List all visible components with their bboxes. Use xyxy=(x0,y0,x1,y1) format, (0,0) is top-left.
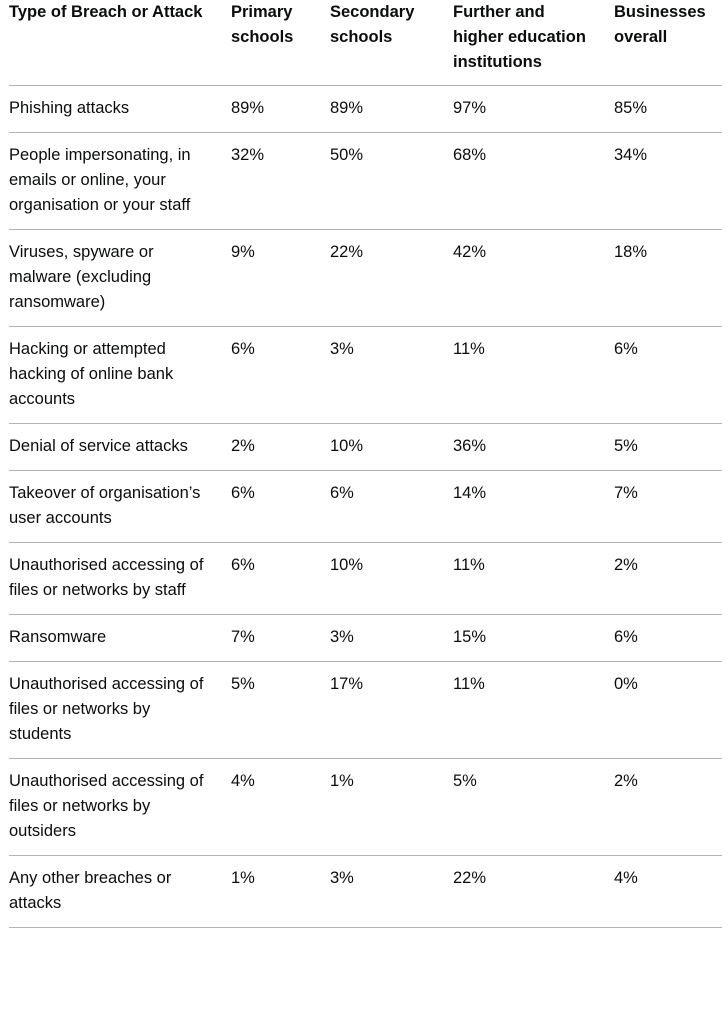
value-cell: 18% xyxy=(614,229,722,327)
value-cell: 89% xyxy=(231,85,330,133)
value-cell: 1% xyxy=(231,855,330,928)
value-cell: 5% xyxy=(453,758,614,856)
value-cell: 2% xyxy=(614,758,722,856)
value-cell: 7% xyxy=(614,470,722,543)
value-cell: 2% xyxy=(231,423,330,471)
table-row: Hacking or attempted hacking of online b… xyxy=(9,326,722,424)
value-cell: 0% xyxy=(614,661,722,759)
value-cell: 11% xyxy=(453,542,614,615)
value-cell: 11% xyxy=(453,326,614,424)
header-cell: Further and higher education institution… xyxy=(453,0,614,86)
value-cell: 9% xyxy=(231,229,330,327)
value-cell: 6% xyxy=(231,326,330,424)
row-label: Unauthorised accessing of files or netwo… xyxy=(9,661,231,759)
table-row: Ransomware 7% 3% 15% 6% xyxy=(9,614,722,662)
row-label: Unauthorised accessing of files or netwo… xyxy=(9,758,231,856)
value-cell: 97% xyxy=(453,85,614,133)
row-label: People impersonating, in emails or onlin… xyxy=(9,132,231,230)
row-label: Ransomware xyxy=(9,614,231,662)
value-cell: 3% xyxy=(330,855,453,928)
header-cell: Primary schools xyxy=(231,0,330,86)
value-cell: 4% xyxy=(231,758,330,856)
row-label: Any other breaches or attacks xyxy=(9,855,231,928)
table-row: Phishing attacks 89% 89% 97% 85% xyxy=(9,85,722,133)
value-cell: 89% xyxy=(330,85,453,133)
value-cell: 14% xyxy=(453,470,614,543)
row-label: Phishing attacks xyxy=(9,85,231,133)
value-cell: 3% xyxy=(330,326,453,424)
table-row: People impersonating, in emails or onlin… xyxy=(9,132,722,230)
value-cell: 10% xyxy=(330,542,453,615)
breach-table: Type of Breach or Attack Primary schools S… xyxy=(9,0,722,928)
value-cell: 42% xyxy=(453,229,614,327)
row-label: Viruses, spyware or malware (excluding r… xyxy=(9,229,231,327)
value-cell: 5% xyxy=(231,661,330,759)
value-cell: 15% xyxy=(453,614,614,662)
row-label: Denial of service attacks xyxy=(9,423,231,471)
value-cell: 85% xyxy=(614,85,722,133)
value-cell: 36% xyxy=(453,423,614,471)
table-row: Viruses, spyware or malware (excluding r… xyxy=(9,229,722,327)
row-label: Unauthorised accessing of files or netwo… xyxy=(9,542,231,615)
value-cell: 1% xyxy=(330,758,453,856)
value-cell: 7% xyxy=(231,614,330,662)
value-cell: 22% xyxy=(453,855,614,928)
row-label: Takeover of organisation’s user accounts xyxy=(9,470,231,543)
value-cell: 6% xyxy=(231,470,330,543)
header-cell: Businesses overall xyxy=(614,0,722,86)
table-header: Type of Breach or Attack Primary schools S… xyxy=(9,0,722,86)
value-cell: 6% xyxy=(330,470,453,543)
value-cell: 6% xyxy=(614,326,722,424)
table-body: Phishing attacks 89% 89% 97% 85% People imper… xyxy=(9,85,722,928)
value-cell: 34% xyxy=(614,132,722,230)
value-cell: 50% xyxy=(330,132,453,230)
value-cell: 32% xyxy=(231,132,330,230)
table-row: Unauthorised accessing of files or netwo… xyxy=(9,758,722,856)
header-cell: Secondary schools xyxy=(330,0,453,86)
value-cell: 4% xyxy=(614,855,722,928)
value-cell: 3% xyxy=(330,614,453,662)
table-row: Unauthorised accessing of files or netwo… xyxy=(9,661,722,759)
header-cell: Type of Breach or Attack xyxy=(9,0,231,86)
value-cell: 17% xyxy=(330,661,453,759)
value-cell: 6% xyxy=(614,614,722,662)
header-row: Type of Breach or Attack Primary schools S… xyxy=(9,0,722,86)
value-cell: 6% xyxy=(231,542,330,615)
table-row: Unauthorised accessing of files or netwo… xyxy=(9,542,722,615)
value-cell: 68% xyxy=(453,132,614,230)
value-cell: 10% xyxy=(330,423,453,471)
value-cell: 5% xyxy=(614,423,722,471)
value-cell: 11% xyxy=(453,661,614,759)
table-row: Any other breaches or attacks 1% 3% 22% 4% xyxy=(9,855,722,928)
value-cell: 22% xyxy=(330,229,453,327)
row-label: Hacking or attempted hacking of online b… xyxy=(9,326,231,424)
table-row: Takeover of organisation’s user accounts… xyxy=(9,470,722,543)
table-row: Denial of service attacks 2% 10% 36% 5% xyxy=(9,423,722,471)
value-cell: 2% xyxy=(614,542,722,615)
